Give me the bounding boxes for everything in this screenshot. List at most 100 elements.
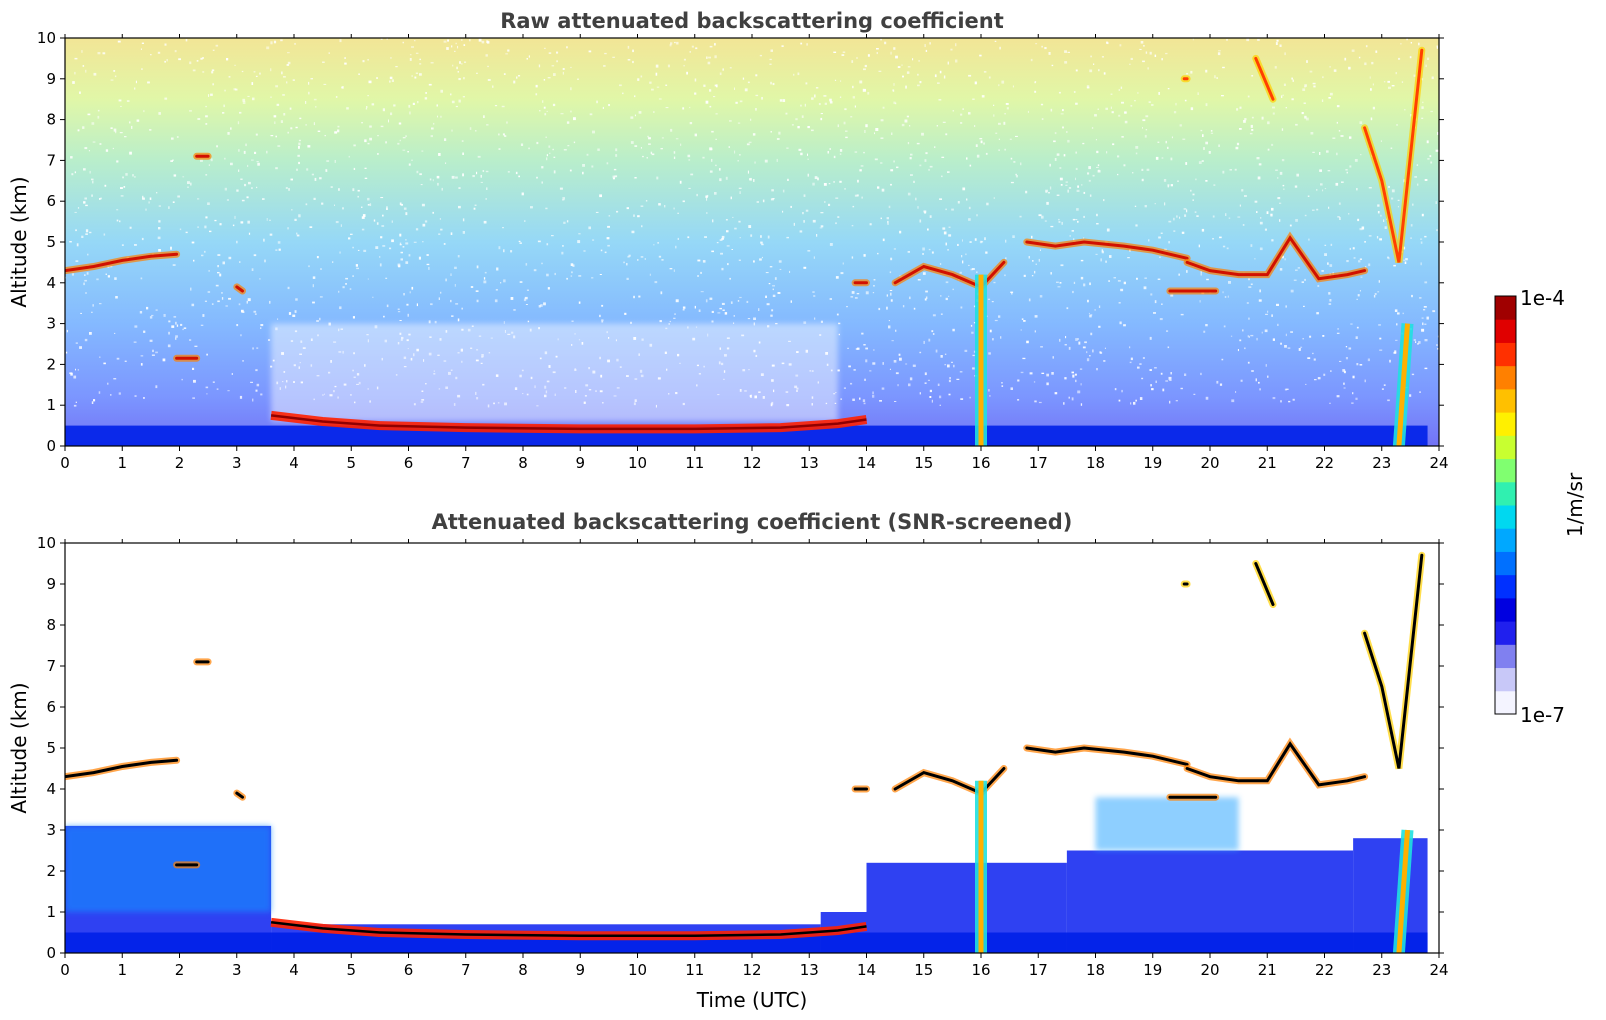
x-tick-label: 7 [461,454,471,472]
x-tick-label: 24 [1429,454,1448,472]
x-tick-label: 12 [742,454,761,472]
feature-cloud_layer-core [1025,746,1189,766]
colorbar-segment [1495,690,1516,715]
x-tick-label: 16 [971,454,990,472]
heatmap-area [65,38,1439,446]
feature-cloud_layer-core [65,758,179,779]
heatmap-area [65,543,1439,953]
x-tick-label: 20 [1200,961,1219,979]
colorbar-segment [1495,458,1516,483]
x-tick-label: 24 [1429,961,1448,979]
x-tick-label: 23 [1372,961,1391,979]
y-tick-label: 3 [46,821,56,839]
x-tick-label: 6 [404,454,414,472]
x-tick-label: 9 [575,961,585,979]
y-tick-label: 8 [46,616,56,634]
y-tick-label: 7 [46,151,56,169]
panel-screened: Attenuated backscattering coefficient (S… [7,510,1449,1012]
y-tick-label: 9 [46,70,56,88]
y-tick-label: 6 [46,192,56,210]
y-tick-label: 7 [46,657,56,675]
noise-speckle [65,38,1439,408]
x-tick-label: 10 [628,454,647,472]
colorbar-min-label: 1e-7 [1520,703,1565,727]
feature-precip_shaft-core [1396,323,1410,446]
x-tick-label: 9 [575,454,585,472]
y-tick-label: 8 [46,111,56,129]
axes: 0 1 2 3 4 5 6 7 8 9 10 11 12 13 14 15 16 17 18 19 20 21 22 23 24… [37,29,1449,472]
feature-cirrus-core [1254,562,1275,606]
colorbar-frame [1494,295,1517,715]
x-tick-label: 3 [232,454,242,472]
heatmap-image [65,551,1428,953]
x-tick-label: 4 [289,454,299,472]
near-surface-signal [65,932,1428,953]
x-tick-label: 13 [800,454,819,472]
x-tick-label: 0 [60,961,70,979]
feature-cloud_layer-core [65,252,179,273]
x-tick-label: 14 [857,961,876,979]
axes: 0 1 2 3 4 5 6 7 8 9 10 11 12 13 14 15 16 17 18 19 20 21 22 23 24… [37,534,1449,979]
colorbar-segment [1495,388,1516,413]
daytime-noise [271,323,838,422]
y-axis-label: Altitude (km) [7,682,31,813]
y-tick-label: 4 [46,274,56,292]
colorbar-segment [1495,319,1516,343]
feature-boundary_layer_top-edge [270,921,867,938]
x-tick-label: 16 [971,961,990,979]
y-tick-label: 5 [46,233,56,251]
x-tick-label: 8 [518,454,528,472]
x-tick-label: 22 [1315,454,1334,472]
y-tick-label: 6 [46,698,56,716]
x-tick-label: 5 [346,454,356,472]
colorbar-segment [1495,644,1516,669]
y-tick-label: 2 [46,862,56,880]
x-tick-label: 22 [1315,961,1334,979]
x-tick-label: 13 [800,961,819,979]
x-tick-label: 18 [1086,454,1105,472]
feature-cloud_layer-core [1185,741,1367,787]
panel-title: Raw attenuated backscattering coefficien… [500,9,1004,33]
x-tick-label: 12 [742,961,761,979]
colorbar-unit-label: 1/m/sr [1563,472,1587,537]
y-tick-label: 5 [46,739,56,757]
x-tick-label: 20 [1200,454,1219,472]
x-tick-label: 8 [518,961,528,979]
colorbar-segment [1495,435,1516,460]
colorbar-segment [1495,551,1516,576]
x-axis-label: Time (UTC) [696,988,808,1012]
x-tick-label: 1 [117,454,127,472]
feature-cloud_layer-core [1185,235,1367,281]
colorbar-max-label: 1e-4 [1520,286,1565,310]
feature-cirrus-core [1254,56,1275,101]
x-tick-label: 21 [1258,961,1277,979]
feature-precip_shaft-core [1396,829,1410,953]
x-tick-label: 17 [1029,961,1048,979]
signal-region [1095,797,1239,851]
x-tick-label: 0 [60,454,70,472]
y-tick-label: 10 [37,29,56,47]
x-tick-label: 2 [175,454,185,472]
colorbar-segment [1495,412,1516,436]
x-tick-label: 7 [461,961,471,979]
x-tick-label: 10 [628,961,647,979]
x-tick-label: 1 [117,961,127,979]
feature-cloud_layer-core [235,285,244,293]
x-tick-label: 19 [1143,454,1162,472]
x-tick-label: 3 [232,961,242,979]
colorbar-segment [1495,528,1516,552]
x-tick-label: 21 [1258,454,1277,472]
colorbar-segment [1495,365,1516,390]
y-tick-label: 1 [46,903,56,921]
panel-raw: Raw attenuated backscattering coefficien… [7,9,1449,472]
signal-region [65,825,272,912]
colorbar-segment [1495,621,1516,645]
colorbar-segment [1495,342,1516,367]
x-tick-label: 4 [289,961,299,979]
colorbar-segment [1495,505,1516,529]
x-tick-label: 18 [1086,961,1105,979]
x-tick-label: 14 [857,454,876,472]
y-tick-label: 0 [46,944,56,962]
feature-cloud_layer-core [893,260,1006,289]
